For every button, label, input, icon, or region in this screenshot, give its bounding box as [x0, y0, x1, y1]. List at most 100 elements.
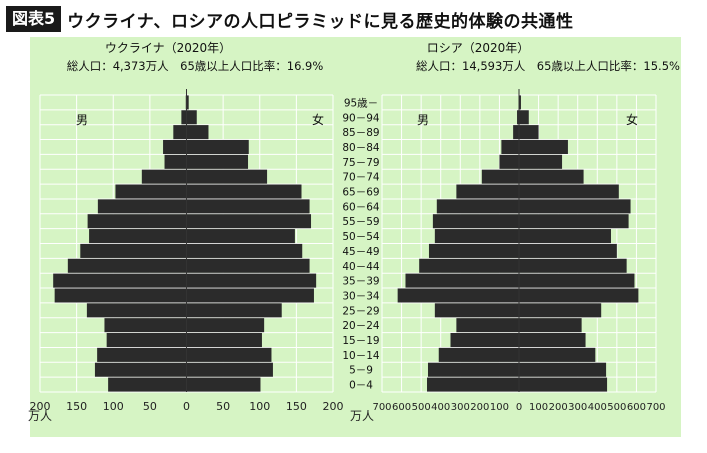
russia-female-bar — [519, 273, 635, 288]
russia-male-bar — [438, 347, 519, 362]
age-group-label: 60－64 — [342, 201, 380, 213]
russia-female-bar — [519, 184, 619, 199]
figure-header: 図表5 ウクライナ、ロシアの人口ピラミッドに見る歴史的体験の共通性 — [6, 5, 573, 33]
ukraine-x-tick-label: 200 — [30, 400, 51, 413]
age-group-label: 20－24 — [342, 320, 380, 332]
russia-male-bar — [499, 154, 519, 169]
age-group-label: 25－29 — [342, 305, 379, 317]
ukraine-female-bar — [186, 333, 262, 348]
russia-male-bar — [427, 362, 519, 377]
age-group-label: 10－14 — [342, 350, 380, 362]
russia-female-bar — [519, 139, 568, 154]
ukraine-male-bar — [53, 273, 187, 288]
russia-x-tick-label: 400 — [588, 402, 607, 413]
ukraine-male-bar — [141, 169, 187, 184]
russia-female-bar — [519, 154, 563, 169]
russia-male-bar — [419, 258, 519, 273]
ukraine-male-bar — [108, 377, 187, 392]
russia-x-tick-label: 600 — [392, 402, 411, 413]
ukraine-male-bar — [80, 243, 187, 258]
russia-x-tick-label: 300 — [451, 402, 470, 413]
russia-female-label: 女 — [626, 112, 638, 127]
russia-x-tick-label: 100 — [490, 402, 509, 413]
russia-female-bar — [519, 229, 611, 244]
russia-x-tick-label: 300 — [568, 402, 587, 413]
ukraine-x-tick-label: 200 — [323, 400, 344, 413]
russia-male-bar — [456, 184, 519, 199]
russia-male-label: 男 — [417, 113, 429, 127]
russia-x-axis-unit: 万人 — [350, 409, 374, 423]
russia-male-bar — [432, 214, 519, 229]
ukraine-x-tick-label: 100 — [249, 400, 270, 413]
age-group-label: 95歳－ — [344, 97, 378, 109]
russia-male-bar — [405, 273, 519, 288]
age-group-label: 30－34 — [342, 290, 380, 302]
ukraine-x-tick-label: 150 — [66, 400, 87, 413]
ukraine-x-axis-unit: 万人 — [28, 409, 52, 423]
ukraine-male-bar — [97, 347, 187, 362]
figure-badge: 図表5 — [6, 6, 62, 32]
age-group-label: 15－19 — [342, 335, 379, 347]
russia-x-tick-label: 700 — [372, 402, 391, 413]
russia-male-bar — [450, 333, 519, 348]
russia-chart-subtitle: 総人口：14,593万人 65歳以上人口比率：15.5% — [416, 59, 680, 73]
ukraine-male-bar — [173, 125, 187, 140]
age-group-label: 80－84 — [342, 142, 380, 154]
ukraine-chart-title: ウクライナ（2020年） — [105, 41, 231, 55]
ukraine-female-bar — [186, 377, 261, 392]
ukraine-female-bar — [186, 110, 197, 125]
russia-female-bar — [519, 288, 639, 303]
age-group-label: 70－74 — [342, 172, 380, 184]
ukraine-male-bar — [87, 214, 187, 229]
ukraine-female-bar — [186, 125, 209, 140]
russia-x-tick-label: 400 — [431, 402, 450, 413]
russia-female-bar — [519, 125, 539, 140]
ukraine-female-bar — [186, 139, 249, 154]
ukraine-female-bar — [186, 288, 314, 303]
russia-male-bar — [436, 199, 519, 214]
ukraine-female-bar — [186, 169, 268, 184]
russia-chart-title: ロシア（2020年） — [427, 41, 530, 55]
russia-x-tick-label: 200 — [470, 402, 489, 413]
ukraine-male-bar — [86, 303, 187, 318]
russia-male-bar — [427, 377, 519, 392]
ukraine-male-label: 男 — [76, 113, 88, 127]
ukraine-female-bar — [186, 184, 302, 199]
russia-male-bar — [397, 288, 519, 303]
age-group-label: 65－69 — [342, 187, 379, 199]
russia-x-tick-label: 100 — [529, 402, 548, 413]
age-group-label: 40－44 — [342, 261, 380, 273]
age-group-label: 90－94 — [342, 112, 380, 124]
russia-female-bar — [519, 214, 629, 229]
russia-female-bar — [519, 243, 617, 258]
russia-female-bar — [519, 110, 529, 125]
ukraine-female-bar — [186, 347, 272, 362]
ukraine-x-tick-label: 50 — [143, 400, 157, 413]
russia-female-bar — [519, 169, 584, 184]
russia-male-bar — [428, 243, 519, 258]
ukraine-x-tick-label: 150 — [286, 400, 307, 413]
ukraine-female-bar — [186, 154, 249, 169]
ukraine-male-bar — [106, 333, 187, 348]
ukraine-female-bar — [186, 229, 295, 244]
russia-x-tick-label: 700 — [646, 402, 665, 413]
ukraine-male-bar — [54, 288, 187, 303]
ukraine-male-bar — [104, 318, 187, 333]
ukraine-female-bar — [186, 95, 189, 110]
russia-female-bar — [519, 377, 608, 392]
age-group-label: 55－59 — [342, 216, 379, 228]
russia-x-tick-label: 500 — [412, 402, 431, 413]
ukraine-female-bar — [186, 273, 317, 288]
ukraine-chart-subtitle: 総人口：4,373万人 65歳以上人口比率：16.9% — [67, 59, 324, 73]
ukraine-x-tick-label: 0 — [183, 400, 190, 413]
ukraine-male-bar — [181, 110, 187, 125]
russia-female-bar — [519, 362, 607, 377]
ukraine-female-bar — [186, 214, 312, 229]
russia-x-tick-label: 0 — [516, 402, 522, 413]
russia-female-bar — [519, 303, 602, 318]
ukraine-female-bar — [186, 362, 273, 377]
russia-male-bar — [481, 169, 519, 184]
russia-female-bar — [519, 95, 521, 110]
russia-male-bar — [456, 318, 519, 333]
